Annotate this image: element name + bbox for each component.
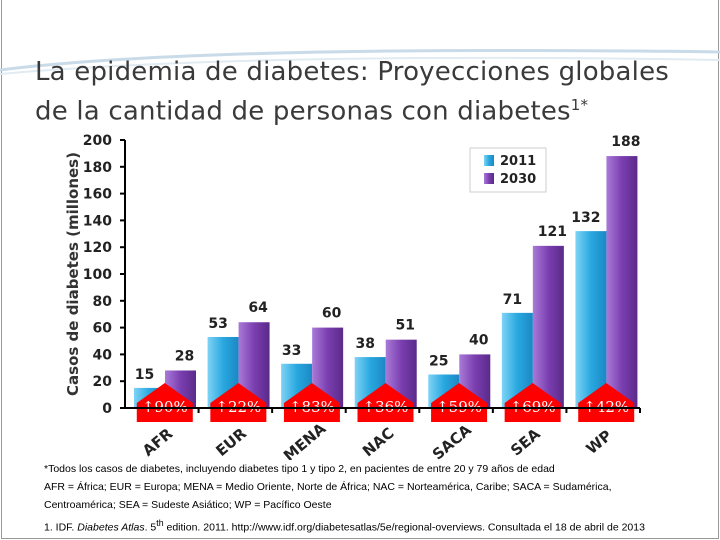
y-tick-label: 60 xyxy=(93,321,113,337)
legend-label: 2011 xyxy=(500,154,536,169)
x-tick-label: SEA xyxy=(507,425,544,460)
y-tick-label: 200 xyxy=(83,133,112,149)
bar-2030-WP xyxy=(606,156,638,408)
x-tick-label: WP xyxy=(583,426,616,457)
ref-prefix: 1. IDF. xyxy=(44,521,78,534)
y-tick-label: 0 xyxy=(102,401,112,417)
ref-mid: . 5 xyxy=(144,521,157,534)
bar-2011-WP xyxy=(575,231,607,408)
bar-chart: Casos de diabetes (millones) 0 20 40 60 80 100… xyxy=(64,133,641,460)
ref-rest: edition. 2011. http://www.idf.org/diabet… xyxy=(163,521,645,534)
ref-title: Diabetes Atlas xyxy=(77,521,145,534)
y-tick-label: 120 xyxy=(83,240,112,256)
data-label: 51 xyxy=(395,318,414,334)
data-label: 33 xyxy=(282,343,301,359)
increase-badge xyxy=(504,383,561,422)
y-axis-label: Casos de diabetes (millones) xyxy=(64,152,82,396)
title-line-2: de la cantidad de personas con diabetes xyxy=(35,96,571,127)
y-tick-label: 180 xyxy=(83,160,112,176)
legend-swatch-2030 xyxy=(484,173,494,184)
increase-badge xyxy=(357,383,414,422)
data-label: 64 xyxy=(248,300,268,316)
y-tick-label: 160 xyxy=(83,187,112,203)
increase-badge xyxy=(136,383,193,422)
data-label: 71 xyxy=(503,292,522,308)
data-label: 15 xyxy=(135,367,154,383)
y-tick-label: 20 xyxy=(93,374,113,390)
title-line-1: La epidemia de diabetes: Proyecciones gl… xyxy=(35,57,670,87)
title-superscript: 1* xyxy=(570,96,589,114)
increase-badge xyxy=(210,383,267,422)
increase-badge xyxy=(283,383,340,422)
data-label: 40 xyxy=(469,332,489,348)
increase-badge xyxy=(578,383,635,422)
data-label: 121 xyxy=(538,224,567,240)
reference: 1. IDF. Diabetes Atlas. 5th edition. 201… xyxy=(44,518,645,534)
y-tick-label: 140 xyxy=(83,213,112,229)
y-tick-label: 40 xyxy=(93,347,113,363)
footnote-line: Centroamérica; SEA = Sudeste Asiático; W… xyxy=(44,499,332,511)
bar-2030-SEA xyxy=(532,245,564,408)
legend-swatch-2011 xyxy=(484,155,494,166)
x-tick-label: MENA xyxy=(280,419,330,460)
data-label: 38 xyxy=(355,336,374,352)
y-tick-label: 100 xyxy=(83,267,112,283)
data-label: 28 xyxy=(175,348,194,364)
footnotes: *Todos los casos de diabetes, incluyendo… xyxy=(44,460,612,514)
title-swoosh-decoration xyxy=(0,48,720,75)
x-tick-label: SACA xyxy=(429,421,475,460)
x-tick-label: AFR xyxy=(139,424,177,460)
data-label: 60 xyxy=(322,306,342,322)
footnote-line: *Todos los casos de diabetes, incluyendo… xyxy=(44,463,555,475)
legend-label: 2030 xyxy=(500,172,536,187)
x-tick-label: EUR xyxy=(212,424,250,460)
data-label: 132 xyxy=(571,210,600,226)
x-tick-label: NAC xyxy=(359,424,398,460)
increase-badge xyxy=(431,383,488,422)
data-label: 25 xyxy=(429,354,448,370)
y-tick-label: 80 xyxy=(93,294,113,310)
slide-title: La epidemia de diabetes: Proyecciones gl… xyxy=(35,56,669,129)
data-label: 53 xyxy=(208,316,227,332)
data-label: 188 xyxy=(611,134,640,150)
legend-box xyxy=(469,147,547,193)
footnote-line: AFR = África; EUR = Europa; MENA = Medio… xyxy=(44,481,612,493)
ref-sup: th xyxy=(156,518,164,528)
